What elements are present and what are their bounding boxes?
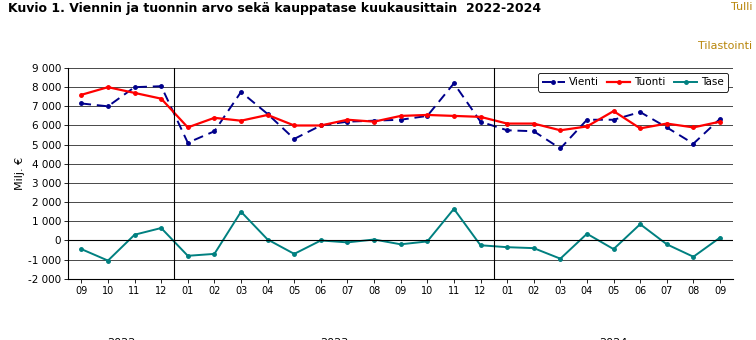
Text: 2023: 2023 (320, 338, 349, 340)
Tuonti (396, 114, 405, 118)
Tuonti (636, 126, 645, 131)
Tase (636, 222, 645, 226)
Tase (423, 239, 432, 243)
Tase (210, 252, 219, 256)
Tuonti (343, 118, 352, 122)
Tuonti (449, 114, 458, 118)
Tuonti (316, 123, 325, 128)
Vienti (449, 81, 458, 85)
Text: 2024: 2024 (600, 338, 627, 340)
Vienti (316, 123, 325, 128)
Vienti (636, 110, 645, 114)
Tuonti (609, 109, 618, 113)
Vienti (423, 114, 432, 118)
Tase (396, 242, 405, 246)
Vienti (396, 118, 405, 122)
Tase (662, 242, 671, 246)
Tase (609, 247, 618, 251)
Tase (290, 252, 299, 256)
Tase (476, 243, 485, 247)
Vienti (237, 90, 246, 94)
Tase (316, 238, 325, 242)
Tuonti (210, 116, 219, 120)
Tuonti (715, 120, 724, 124)
Tase (343, 240, 352, 244)
Tase (183, 254, 192, 258)
Vienti (210, 129, 219, 133)
Vienti (503, 128, 512, 132)
Tuonti (529, 121, 538, 125)
Text: 2022: 2022 (107, 338, 135, 340)
Vienti (343, 120, 352, 124)
Tuonti (370, 120, 379, 124)
Tase (529, 246, 538, 250)
Vienti (582, 118, 591, 122)
Tase (130, 233, 139, 237)
Tuonti (689, 125, 698, 130)
Vienti (77, 101, 86, 105)
Line: Tase: Tase (79, 207, 722, 262)
Tuonti (183, 125, 192, 130)
Tuonti (582, 124, 591, 129)
Vienti (662, 125, 671, 130)
Tuonti (77, 93, 86, 97)
Vienti (715, 117, 724, 121)
Line: Tuonti: Tuonti (79, 85, 722, 132)
Vienti (609, 118, 618, 122)
Vienti (290, 137, 299, 141)
Tase (237, 210, 246, 214)
Y-axis label: Milj. €: Milj. € (15, 157, 25, 190)
Text: Kuvio 1. Viennin ja tuonnin arvo sekä kauppatase kuukausittain  2022-2024: Kuvio 1. Viennin ja tuonnin arvo sekä ka… (8, 2, 541, 15)
Vienti (529, 129, 538, 133)
Tase (556, 257, 565, 261)
Vienti (130, 85, 139, 89)
Tase (156, 226, 166, 230)
Text: Tilastointi: Tilastointi (698, 41, 752, 51)
Tuonti (156, 97, 166, 101)
Tuonti (503, 121, 512, 125)
Tase (689, 255, 698, 259)
Tuonti (263, 113, 272, 117)
Tuonti (237, 119, 246, 123)
Tuonti (476, 115, 485, 119)
Vienti (104, 104, 113, 108)
Vienti (183, 141, 192, 145)
Vienti (689, 142, 698, 146)
Vienti (370, 119, 379, 123)
Tase (582, 232, 591, 236)
Tase (449, 207, 458, 211)
Tuonti (556, 128, 565, 132)
Tuonti (662, 121, 671, 125)
Tuonti (104, 85, 113, 89)
Tuonti (130, 91, 139, 95)
Vienti (556, 147, 565, 151)
Tase (715, 236, 724, 240)
Tase (370, 237, 379, 241)
Tuonti (290, 123, 299, 128)
Tase (77, 247, 86, 251)
Text: Tulli: Tulli (731, 2, 752, 12)
Vienti (156, 84, 166, 88)
Tuonti (423, 113, 432, 117)
Tase (503, 245, 512, 249)
Vienti (476, 120, 485, 124)
Tase (263, 237, 272, 241)
Vienti (263, 112, 272, 116)
Legend: Vienti, Tuonti, Tase: Vienti, Tuonti, Tase (538, 73, 728, 91)
Tase (104, 258, 113, 262)
Line: Vienti: Vienti (79, 82, 722, 150)
